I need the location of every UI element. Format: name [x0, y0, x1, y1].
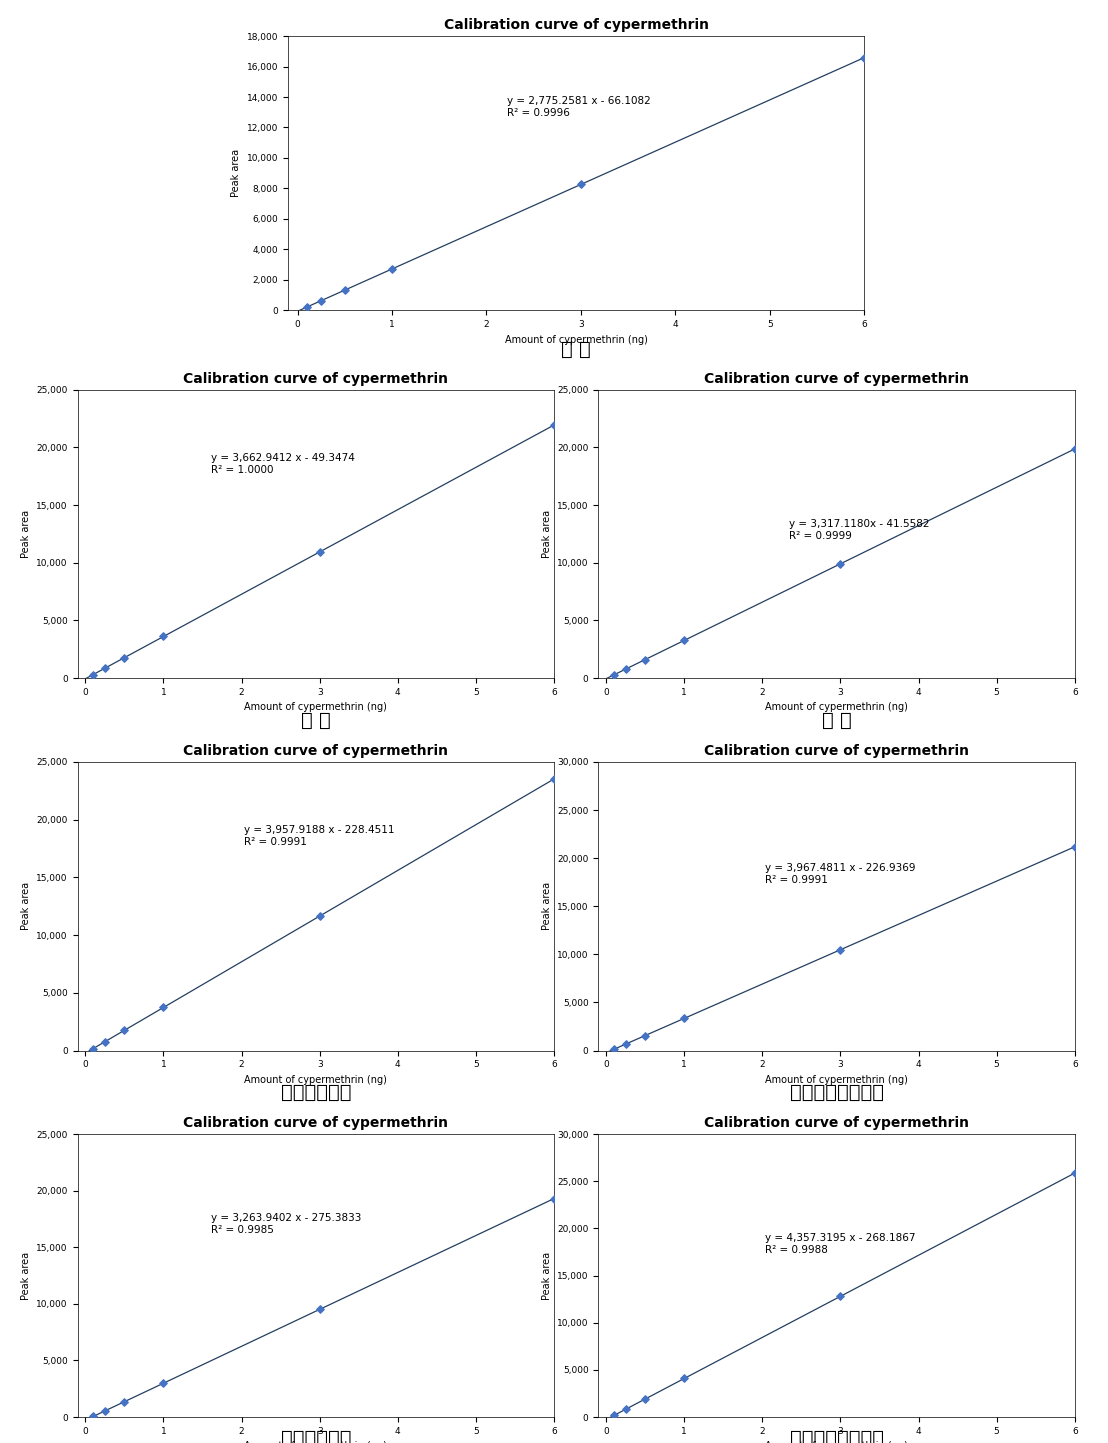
Point	[311, 540, 329, 563]
Point	[336, 278, 353, 302]
Y-axis label: Peak area: Peak area	[21, 509, 31, 558]
Point	[1066, 437, 1084, 460]
Point	[676, 629, 694, 652]
Point	[155, 625, 173, 648]
Text: y = 3,957.9188 x - 228.4511
R² = 0.9991: y = 3,957.9188 x - 228.4511 R² = 0.9991	[244, 825, 394, 847]
Point	[84, 1038, 102, 1061]
Point	[1066, 835, 1084, 859]
Y-axis label: Peak area: Peak area	[21, 1251, 31, 1300]
Point	[115, 1019, 133, 1042]
Point	[96, 1030, 114, 1053]
Y-axis label: Peak area: Peak area	[542, 509, 552, 558]
Text: 홍삼알코올농축액: 홍삼알코올농축액	[790, 1429, 883, 1443]
Text: y = 3,317.1180x - 41.5582
R² = 0.9999: y = 3,317.1180x - 41.5582 R² = 0.9999	[789, 519, 930, 541]
Point	[636, 1025, 654, 1048]
X-axis label: Amount of cypermethrin (ng): Amount of cypermethrin (ng)	[766, 1075, 907, 1085]
Title: Calibration curve of cypermethrin: Calibration curve of cypermethrin	[704, 1117, 970, 1130]
Y-axis label: Peak area: Peak area	[542, 882, 552, 931]
Point	[312, 289, 330, 312]
Point	[572, 173, 589, 196]
Point	[96, 1400, 114, 1423]
Text: 홍삼물농축액: 홍삼물농축액	[280, 1429, 351, 1443]
Point	[617, 658, 635, 681]
X-axis label: Amount of cypermethrin (ng): Amount of cypermethrin (ng)	[505, 335, 647, 345]
Title: Calibration curve of cypermethrin: Calibration curve of cypermethrin	[704, 372, 970, 385]
Point	[832, 1284, 850, 1307]
Point	[605, 664, 623, 687]
Point	[617, 1033, 635, 1056]
Text: 건삼알코올농축액: 건삼알코올농축액	[790, 1082, 883, 1102]
Point	[311, 1297, 329, 1320]
X-axis label: Amount of cypermethrin (ng): Amount of cypermethrin (ng)	[766, 703, 907, 713]
Point	[115, 1390, 133, 1413]
Title: Calibration curve of cypermethrin: Calibration curve of cypermethrin	[183, 372, 449, 385]
Point	[617, 1398, 635, 1421]
Point	[155, 1372, 173, 1395]
Point	[383, 257, 401, 280]
Point	[832, 938, 850, 961]
Point	[636, 648, 654, 671]
X-axis label: Amount of cypermethrin (ng): Amount of cypermethrin (ng)	[245, 703, 387, 713]
Point	[676, 1367, 694, 1390]
Point	[298, 296, 316, 319]
Point	[84, 662, 102, 685]
Point	[636, 1388, 654, 1411]
Title: Calibration curve of cypermethrin: Calibration curve of cypermethrin	[183, 745, 449, 758]
X-axis label: Amount of cypermethrin (ng): Amount of cypermethrin (ng)	[245, 1075, 387, 1085]
Point	[1066, 1162, 1084, 1185]
Text: 홍 삼: 홍 삼	[822, 710, 851, 730]
X-axis label: Amount of cypermethrin (ng): Amount of cypermethrin (ng)	[766, 1442, 907, 1443]
Y-axis label: Peak area: Peak area	[21, 882, 31, 931]
Point	[605, 1404, 623, 1427]
Text: y = 3,662.9412 x - 49.3474
R² = 1.0000: y = 3,662.9412 x - 49.3474 R² = 1.0000	[211, 453, 355, 475]
Y-axis label: Peak area: Peak area	[542, 1251, 552, 1300]
Point	[115, 646, 133, 670]
Text: y = 3,967.4811 x - 226.9369
R² = 0.9991: y = 3,967.4811 x - 226.9369 R² = 0.9991	[765, 863, 915, 885]
Title: Calibration curve of cypermethrin: Calibration curve of cypermethrin	[443, 19, 709, 32]
Text: y = 2,775.2581 x - 66.1082
R² = 0.9996: y = 2,775.2581 x - 66.1082 R² = 0.9996	[507, 97, 650, 118]
Title: Calibration curve of cypermethrin: Calibration curve of cypermethrin	[183, 1117, 449, 1130]
Text: 수 삼: 수 삼	[562, 341, 591, 359]
Title: Calibration curve of cypermethrin: Calibration curve of cypermethrin	[704, 745, 970, 758]
Point	[84, 1405, 102, 1429]
Point	[545, 768, 563, 791]
Text: 건삼물농축액: 건삼물농축액	[280, 1082, 351, 1102]
Text: 건 삼: 건 삼	[301, 710, 330, 730]
Point	[311, 905, 329, 928]
Point	[545, 414, 563, 437]
Text: y = 4,357.3195 x - 268.1867
R² = 0.9988: y = 4,357.3195 x - 268.1867 R² = 0.9988	[765, 1234, 915, 1255]
Point	[855, 46, 873, 69]
Text: y = 3,263.9402 x - 275.3833
R² = 0.9985: y = 3,263.9402 x - 275.3833 R² = 0.9985	[211, 1214, 361, 1235]
Y-axis label: Peak area: Peak area	[232, 149, 242, 198]
Point	[155, 996, 173, 1019]
Point	[96, 657, 114, 680]
X-axis label: Amount of cypermethrin (ng): Amount of cypermethrin (ng)	[245, 1442, 387, 1443]
Point	[545, 1188, 563, 1211]
Point	[832, 553, 850, 576]
Point	[605, 1038, 623, 1061]
Point	[676, 1007, 694, 1030]
